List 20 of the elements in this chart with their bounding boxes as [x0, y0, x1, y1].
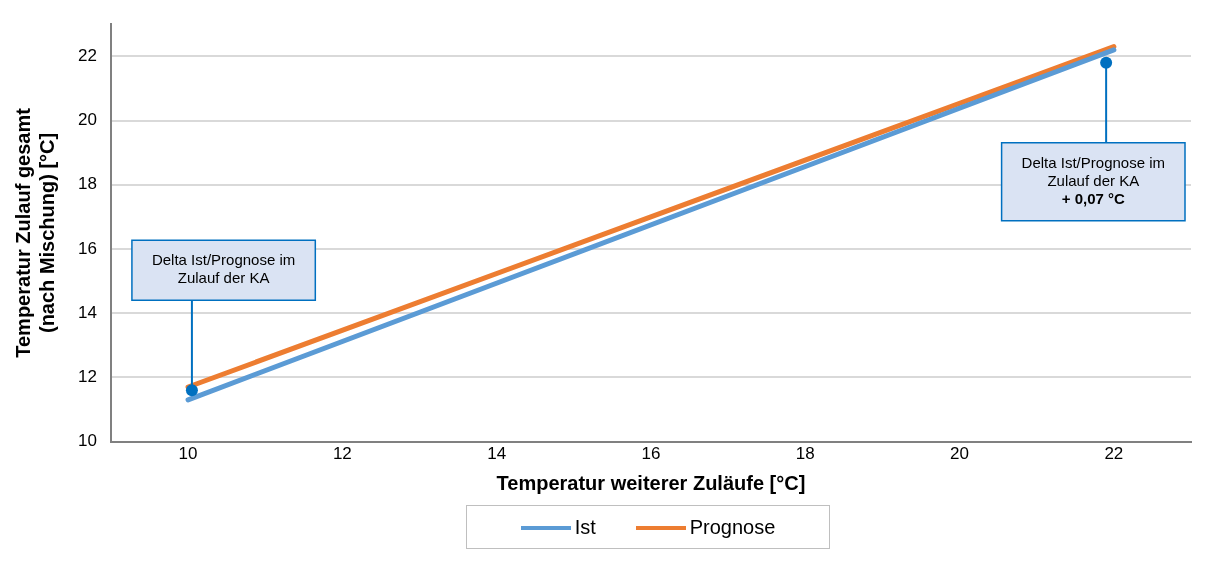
x-tick-label: 20 — [950, 444, 970, 464]
x-tick-label: 18 — [795, 444, 815, 464]
legend-label: Prognose — [688, 515, 776, 539]
y-tick-label: 14 — [77, 302, 97, 322]
y-tick-label: 12 — [77, 367, 97, 387]
x-axis-title: Temperatur weiterer Zuläufe [°C] — [496, 471, 806, 494]
x-tick-label: 12 — [332, 444, 352, 464]
annotation: Delta Ist/Prognose im Zulauf der KA + 0,07 °C — [1021, 153, 1166, 207]
legend-label: Ist — [573, 515, 596, 539]
y-axis-title: Temperatur Zulauf gesamt (nach Mischung) [°C] — [11, 107, 58, 358]
y-tick-label: 20 — [77, 110, 97, 130]
x-tick-label: 16 — [641, 444, 661, 464]
x-tick-label: 14 — [487, 444, 507, 464]
x-tick-label: 10 — [178, 444, 198, 464]
y-tick-label: 16 — [77, 238, 97, 258]
y-tick-label: 22 — [77, 46, 97, 65]
x-tick-label: 22 — [1104, 444, 1124, 464]
y-tick-label: 18 — [77, 174, 97, 194]
annotation: Delta Ist/Prognose im Zulauf der KA — [151, 251, 296, 287]
y-tick-label: 10 — [77, 431, 97, 451]
